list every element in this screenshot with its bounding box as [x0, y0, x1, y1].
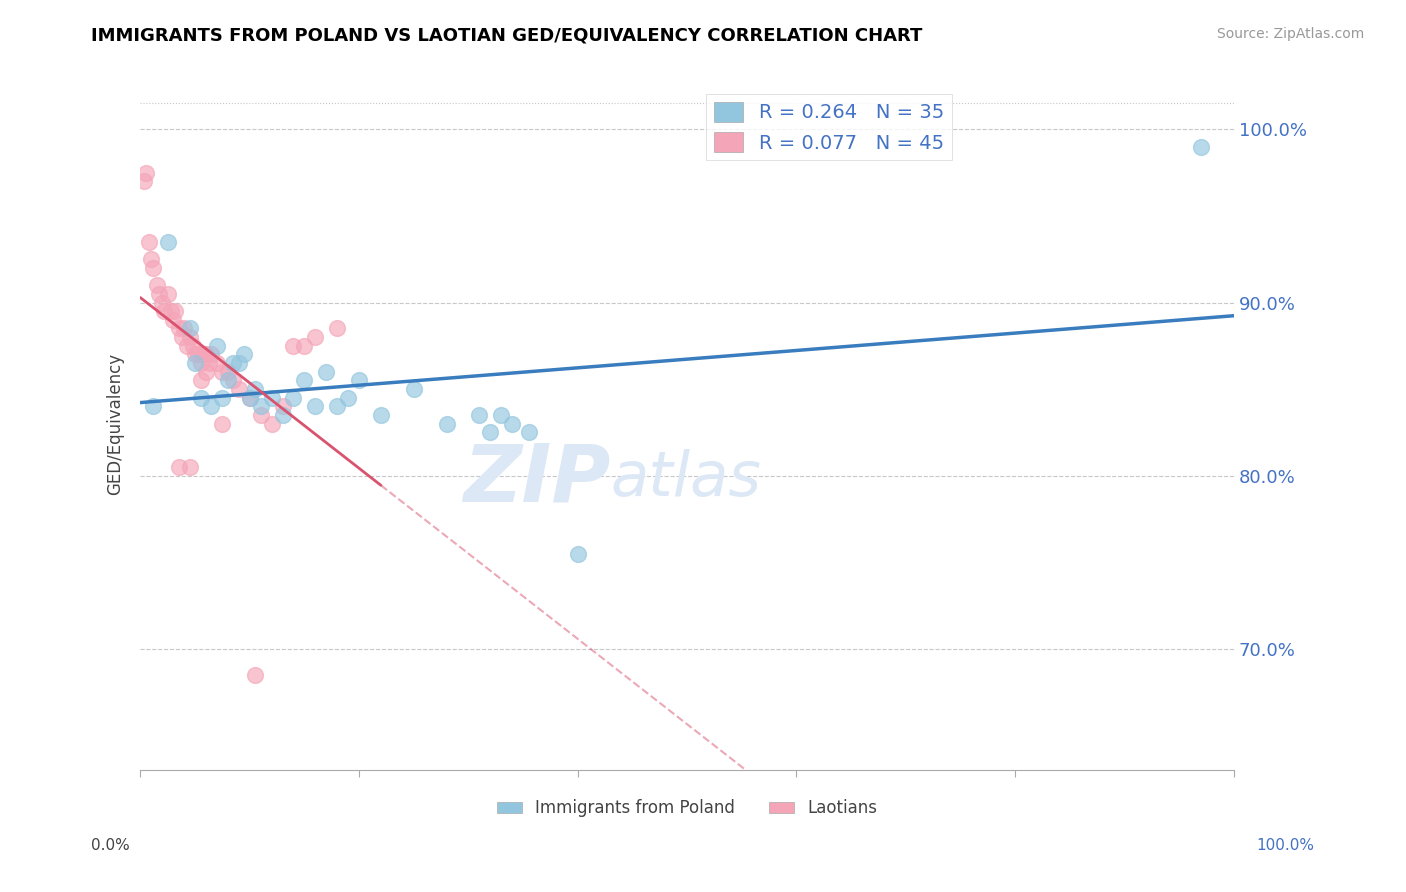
- Point: [501, 417, 523, 431]
- Point: [193, 347, 215, 361]
- Point: [468, 408, 491, 422]
- Text: IMMIGRANTS FROM POLAND VS LAOTIAN GED/EQUIVALENCY CORRELATION CHART: IMMIGRANTS FROM POLAND VS LAOTIAN GED/EQ…: [91, 27, 922, 45]
- Point: [217, 365, 239, 379]
- Point: [315, 365, 337, 379]
- Point: [179, 330, 201, 344]
- Point: [228, 356, 250, 370]
- Point: [142, 260, 165, 275]
- Text: ZIP: ZIP: [463, 440, 610, 518]
- Point: [184, 356, 207, 370]
- Point: [190, 373, 212, 387]
- Point: [370, 408, 392, 422]
- Point: [160, 304, 183, 318]
- Point: [243, 382, 266, 396]
- Point: [141, 252, 163, 267]
- Point: [222, 356, 245, 370]
- Point: [165, 304, 187, 318]
- Point: [150, 295, 173, 310]
- Point: [181, 339, 204, 353]
- Point: [283, 391, 305, 405]
- Point: [153, 304, 176, 318]
- Point: [1189, 139, 1212, 153]
- Point: [190, 391, 212, 405]
- Point: [205, 339, 228, 353]
- Point: [167, 460, 190, 475]
- Text: 100.0%: 100.0%: [1257, 838, 1315, 854]
- Point: [479, 425, 502, 440]
- Point: [243, 667, 266, 681]
- Point: [271, 408, 294, 422]
- Point: [239, 391, 262, 405]
- Point: [173, 321, 195, 335]
- Point: [194, 365, 217, 379]
- Point: [156, 235, 179, 249]
- Point: [179, 460, 201, 475]
- Point: [135, 166, 157, 180]
- Legend: Immigrants from Poland, Laotians: Immigrants from Poland, Laotians: [491, 793, 884, 824]
- Point: [167, 321, 190, 335]
- Point: [283, 339, 305, 353]
- Point: [228, 382, 250, 396]
- Point: [326, 400, 349, 414]
- Point: [436, 417, 458, 431]
- Point: [567, 547, 589, 561]
- Point: [304, 400, 326, 414]
- Point: [184, 347, 207, 361]
- Point: [200, 400, 222, 414]
- Y-axis label: GED/Equivalency: GED/Equivalency: [107, 352, 124, 495]
- Point: [170, 330, 193, 344]
- Point: [211, 365, 233, 379]
- Point: [205, 356, 228, 370]
- Point: [145, 278, 167, 293]
- Point: [200, 347, 222, 361]
- Point: [517, 425, 540, 440]
- Point: [260, 417, 283, 431]
- Point: [176, 339, 198, 353]
- Point: [198, 356, 221, 370]
- Point: [326, 321, 349, 335]
- Point: [292, 373, 315, 387]
- Point: [249, 408, 271, 422]
- Point: [156, 286, 179, 301]
- Point: [292, 339, 315, 353]
- Point: [179, 321, 201, 335]
- Point: [304, 330, 326, 344]
- Point: [347, 373, 370, 387]
- Text: atlas: atlas: [610, 450, 762, 509]
- Point: [211, 391, 233, 405]
- Point: [148, 286, 170, 301]
- Point: [187, 347, 209, 361]
- Text: 0.0%: 0.0%: [91, 838, 131, 854]
- Point: [233, 347, 256, 361]
- Point: [271, 400, 294, 414]
- Text: Source: ZipAtlas.com: Source: ZipAtlas.com: [1216, 27, 1364, 41]
- Point: [138, 235, 160, 249]
- Point: [489, 408, 512, 422]
- Point: [211, 417, 233, 431]
- Point: [217, 373, 239, 387]
- Point: [260, 391, 283, 405]
- Point: [402, 382, 425, 396]
- Point: [132, 174, 155, 188]
- Point: [142, 400, 165, 414]
- Point: [194, 347, 217, 361]
- Point: [337, 391, 360, 405]
- Point: [190, 356, 212, 370]
- Point: [162, 313, 184, 327]
- Point: [249, 400, 271, 414]
- Point: [239, 391, 262, 405]
- Point: [222, 373, 245, 387]
